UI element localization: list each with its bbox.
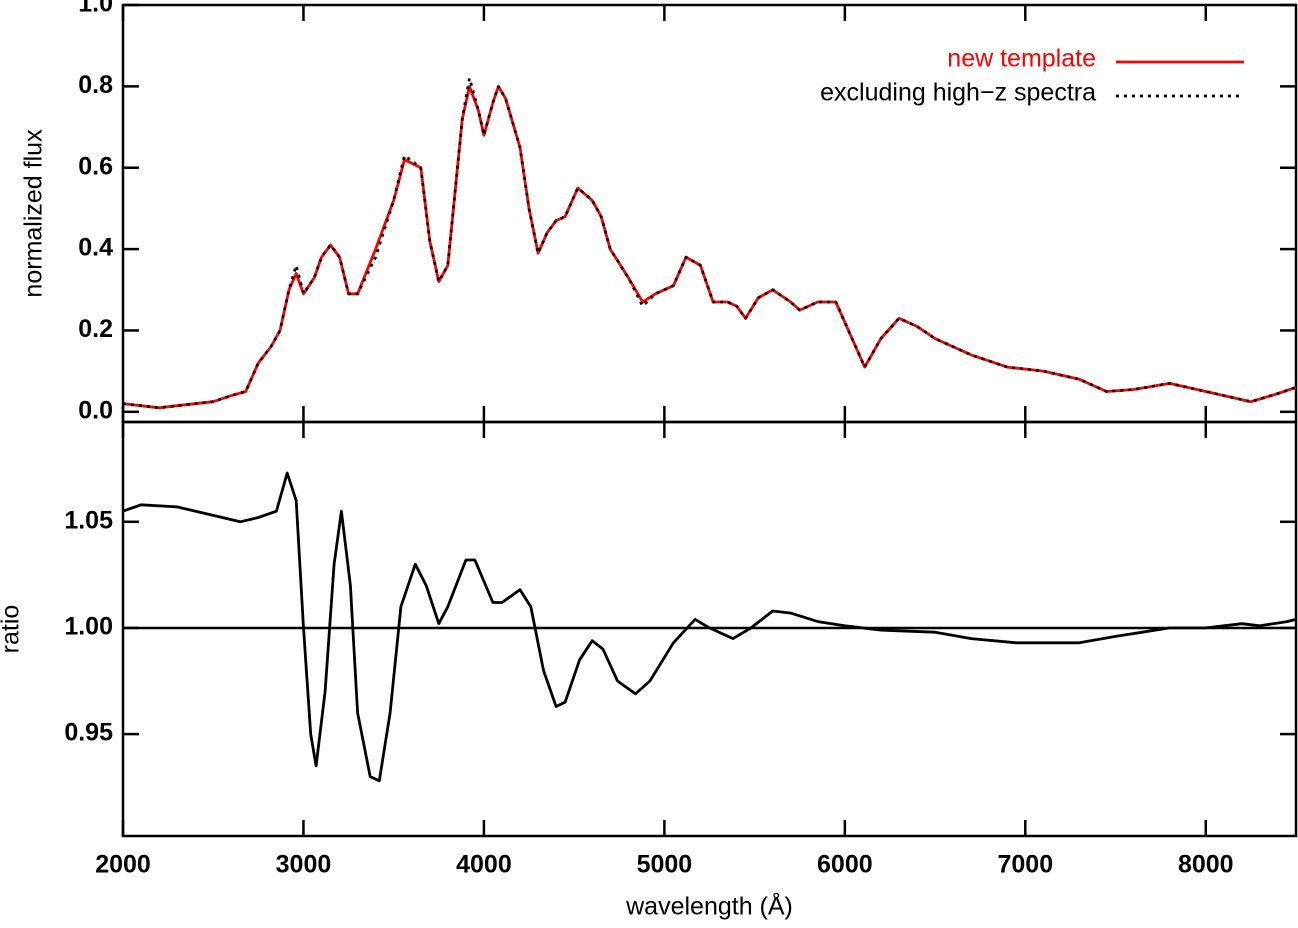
x-tick-label: 3000 xyxy=(276,851,332,879)
y-tick-label: 0.4 xyxy=(78,234,113,262)
series-line xyxy=(122,76,1297,410)
x-axis-label: wavelength (Å) xyxy=(625,891,793,921)
plot-frame xyxy=(121,3,1298,424)
y-tick-label: 0.95 xyxy=(64,719,113,747)
x-tick-label: 6000 xyxy=(817,851,873,879)
y-tick-label: 0.0 xyxy=(78,396,113,424)
series-line xyxy=(122,85,1297,410)
y-axis-label: normalized flux xyxy=(20,129,48,298)
x-tick-label: 8000 xyxy=(1178,851,1234,879)
y-tick-label: 1.05 xyxy=(64,506,113,534)
legend-label: excluding high−z spectra xyxy=(820,79,1096,107)
y-tick-label: 1.00 xyxy=(64,613,113,641)
y-tick-label: 1.0 xyxy=(78,0,113,18)
x-tick-label: 4000 xyxy=(456,851,512,879)
x-tick-label: 7000 xyxy=(997,851,1053,879)
series-line xyxy=(122,471,1297,783)
x-tick-label: 2000 xyxy=(95,851,151,879)
legend-label: new template xyxy=(947,45,1096,73)
y-tick-label: 0.6 xyxy=(78,152,113,180)
y-axis-label: ratio xyxy=(0,605,25,654)
y-tick-label: 0.8 xyxy=(78,71,113,99)
y-tick-label: 0.2 xyxy=(78,315,113,343)
x-tick-label: 5000 xyxy=(637,851,693,879)
